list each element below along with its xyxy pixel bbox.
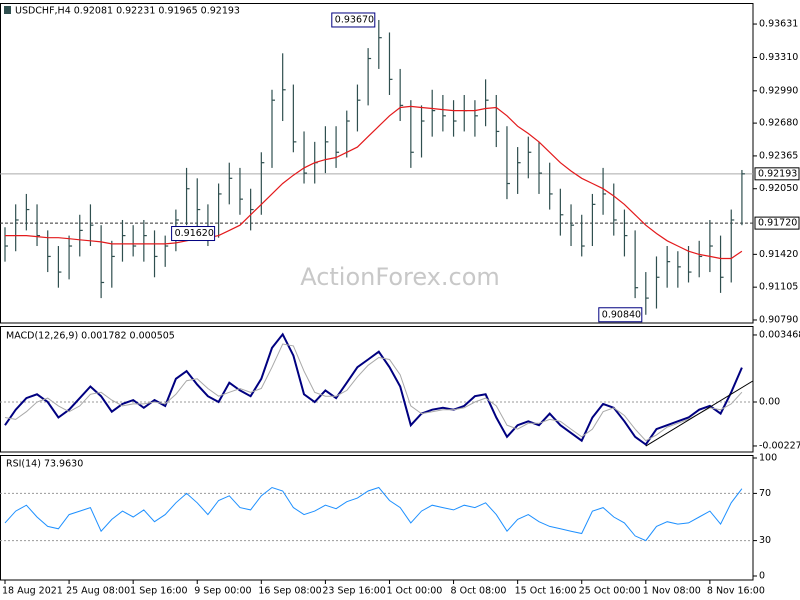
rsi-title: RSI(14) 73.9630	[6, 459, 83, 470]
panel-frame	[0, 455, 754, 581]
y-tick-label: 0	[759, 571, 765, 582]
watermark: ActionForex.com	[300, 263, 500, 291]
x-tick-label: 16 Sep 08:00	[258, 586, 321, 597]
macd-title: MACD(12,26,9) 0.001782 0.000505	[6, 331, 175, 342]
annotation-label: 0.90840	[602, 309, 641, 320]
panel-plot	[0, 332, 753, 447]
annotation-label: 0.91620	[175, 228, 214, 239]
panel-plot	[0, 19, 753, 315]
title-icon	[4, 6, 11, 14]
x-tick-label: 1 Oct 00:00	[386, 586, 442, 597]
annotation-box	[331, 12, 376, 28]
y-tick-label: 0.91420	[759, 249, 798, 260]
x-tick-label: 9 Sep 00:00	[194, 586, 251, 597]
x-tick-label: 1 Sep 16:00	[130, 586, 187, 597]
moving-average	[5, 105, 743, 260]
y-tick-label: 0.00	[759, 397, 780, 408]
y-tick-label: 100	[759, 453, 777, 464]
y-tick-label: 0.92050	[759, 183, 798, 194]
annotation-label: 0.93670	[335, 14, 374, 25]
price-label-box	[754, 216, 800, 230]
x-tick-label: 23 Sep 16:00	[322, 586, 385, 597]
y-tick-label: -0.002274	[759, 440, 800, 451]
signal-line	[4, 343, 743, 442]
y-tick-label: 0.92365	[759, 150, 798, 161]
x-tick-label: 15 Oct 16:00	[515, 586, 577, 597]
x-tick-label: 8 Nov 16:00	[707, 586, 765, 597]
x-tick-label: 8 Oct 08:00	[451, 586, 507, 597]
y-tick-label: 0.92990	[759, 85, 798, 96]
y-tick-label: 0.003468	[759, 329, 800, 340]
y-tick-label: 0.91105	[759, 282, 798, 293]
x-tick-label: 25 Oct 00:00	[579, 586, 641, 597]
trendline	[645, 380, 753, 447]
y-tick-label: 70	[759, 488, 771, 499]
y-tick-label: 0.93310	[759, 52, 798, 63]
rsi-line	[4, 486, 743, 542]
y-tick-label: 0.90790	[759, 314, 798, 325]
panel-frame	[0, 3, 754, 324]
annotation-box	[171, 226, 216, 242]
x-tick-label: 18 Aug 2021	[2, 586, 63, 597]
annotation-box	[598, 307, 643, 323]
y-tick-label: 0.93631	[759, 19, 798, 30]
y-tick-label: 30	[759, 535, 771, 546]
y-tick-label: 0.92680	[759, 118, 798, 129]
panel-plot	[0, 486, 753, 542]
x-tick-label: 25 Aug 08:00	[66, 586, 130, 597]
macd-line	[4, 332, 743, 446]
x-tick-label: 1 Nov 08:00	[643, 586, 701, 597]
panel-frame	[0, 326, 754, 453]
price-label: 0.91720	[758, 218, 797, 229]
price-label-box	[754, 167, 800, 181]
price-label: 0.92193	[758, 168, 797, 179]
chart-title: USDCHF,H4 0.92081 0.92231 0.91965 0.9219…	[15, 6, 240, 17]
